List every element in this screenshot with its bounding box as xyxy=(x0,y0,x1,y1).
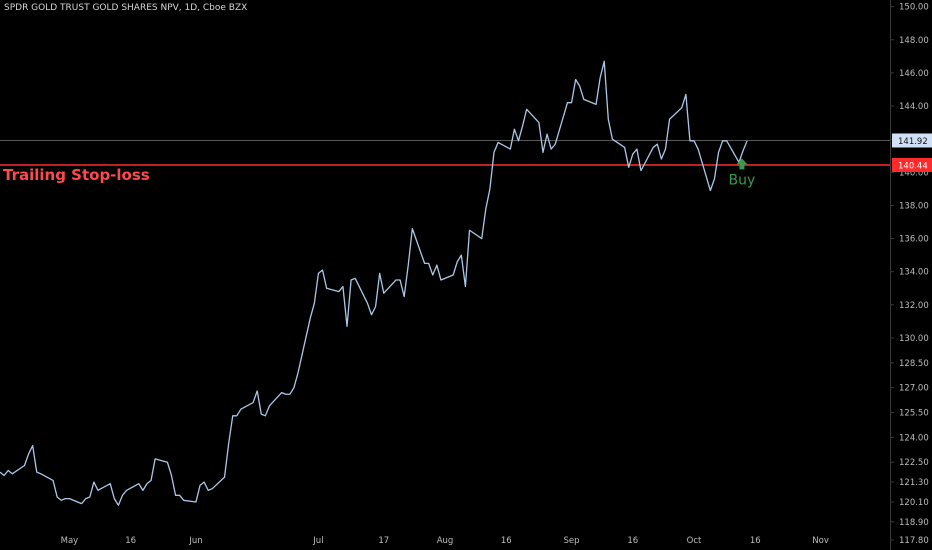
x-tick-label: 16 xyxy=(627,536,638,546)
stop-loss-badge-bg xyxy=(892,158,932,172)
y-tick-label: 117.80 xyxy=(899,536,929,546)
x-tick-label: Jun xyxy=(188,536,202,546)
y-tick-label: 138.00 xyxy=(899,201,929,211)
y-tick-label: 130.00 xyxy=(899,334,929,344)
y-tick-label: 121.30 xyxy=(899,478,929,488)
stop-loss-price-label: 140.44 xyxy=(898,162,928,172)
horizontal-lines xyxy=(0,140,890,166)
y-tick-label: 125.50 xyxy=(899,409,929,419)
x-tick-label: Oct xyxy=(687,536,702,546)
y-tick-label: 140.00 xyxy=(899,168,929,178)
x-tick-label: Aug xyxy=(437,536,454,546)
x-tick-label: 16 xyxy=(501,536,512,546)
y-tick-label: 150.00 xyxy=(899,3,929,13)
x-tick-label: Sep xyxy=(564,536,580,546)
y-tick-label: 146.00 xyxy=(899,69,929,79)
y-tick-label: 136.00 xyxy=(899,235,929,245)
y-tick-label: 128.50 xyxy=(899,359,929,369)
series-layer xyxy=(0,60,748,506)
x-tick-label: Jul xyxy=(312,536,323,546)
stop-loss-label: Trailing Stop-loss xyxy=(3,166,150,184)
x-tick-label: 16 xyxy=(750,536,761,546)
x-tick-label: 16 xyxy=(125,536,136,546)
y-tick-label: 124.00 xyxy=(899,433,929,443)
y-tick-label: 132.00 xyxy=(899,301,929,311)
y-tick-label: 148.00 xyxy=(899,36,929,46)
annotations: 141.92 140.44 Trailing Stop-loss Buy xyxy=(3,133,932,188)
y-tick-label: 118.90 xyxy=(899,518,929,528)
x-tick-label: 17 xyxy=(378,536,389,546)
buy-label: Buy xyxy=(729,172,756,188)
y-tick-label: 122.50 xyxy=(899,458,929,468)
y-tick-label: 120.10 xyxy=(899,498,929,508)
chart-title: SPDR GOLD TRUST GOLD SHARES NPV, 1D, Cbo… xyxy=(4,3,248,13)
x-tick-label: Nov xyxy=(812,536,829,546)
stop-loss-badge: 140.44 xyxy=(892,158,932,172)
last-price-badge-bg xyxy=(892,133,932,148)
x-axis[interactable]: May 16 Jun Jul 17 Aug 16 Sep 16 Oct 16 Nov xyxy=(61,536,829,546)
y-tick-label: 127.00 xyxy=(899,384,929,394)
x-tick-label: May xyxy=(61,536,79,546)
y-axis[interactable]: 117.80 118.90 120.10 121.30 122.50 124.00 125.… xyxy=(890,3,929,546)
y-tick-label: 134.00 xyxy=(899,268,929,278)
last-price-badge: 141.92 xyxy=(892,133,932,148)
buy-arrow-icon xyxy=(736,158,748,170)
y-tick-label: 144.00 xyxy=(899,102,929,112)
last-price-label: 141.92 xyxy=(898,137,928,147)
price-series-line xyxy=(0,60,748,506)
